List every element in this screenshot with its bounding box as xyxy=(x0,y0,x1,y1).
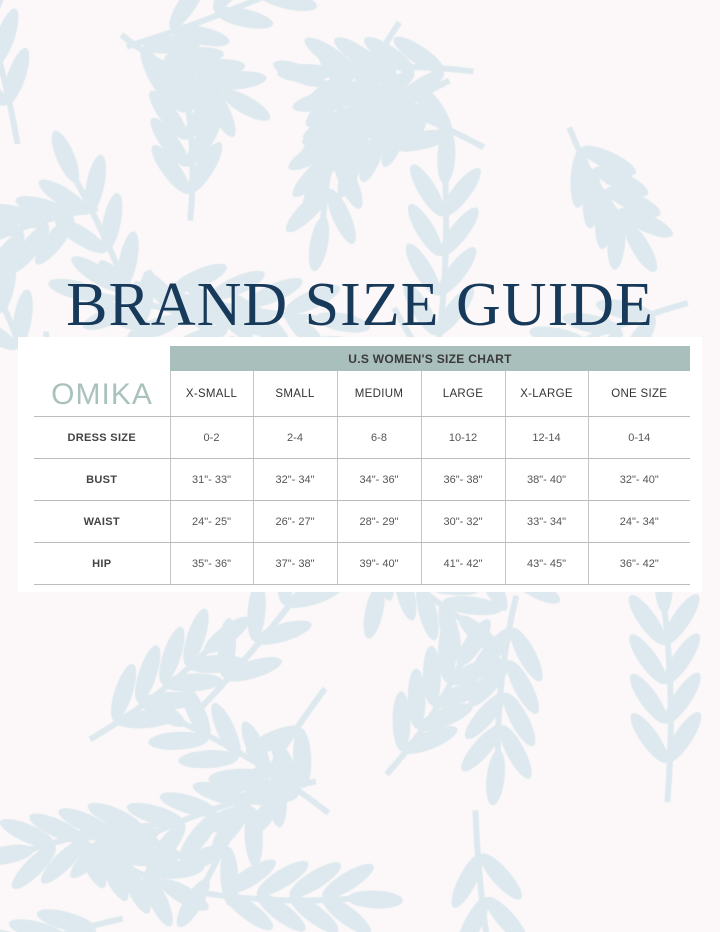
measurement-cell: 34"- 36" xyxy=(336,458,421,501)
table-row: HIP 35"- 36" 37"- 38" 39"- 40" 41"- 42" 43"- … xyxy=(34,542,690,585)
table-row: WAIST 24"- 25" 26"- 27" 28"- 29" 30"- 32" 33"… xyxy=(34,500,690,543)
logo-cell xyxy=(34,371,170,417)
measurement-cell: 43"- 45" xyxy=(504,542,588,585)
measurement-cell: 36"- 42" xyxy=(587,542,690,585)
measurement-cell: 0-2 xyxy=(169,416,253,459)
size-header: X-SMALL xyxy=(169,371,253,417)
row-label: BUST xyxy=(34,458,170,501)
measurement-cell: 33"- 34" xyxy=(504,500,588,543)
table-row: DRESS SIZE 0-2 2-4 6-8 10-12 12-14 0-14 xyxy=(34,416,690,459)
measurement-cell: 28"- 29" xyxy=(336,500,421,543)
size-header: MEDIUM xyxy=(336,371,421,417)
measurement-cell: 2-4 xyxy=(252,416,337,459)
size-header: X-LARGE xyxy=(504,371,588,417)
measurement-cell: 10-12 xyxy=(420,416,505,459)
measurement-cell: 24"- 34" xyxy=(587,500,690,543)
size-header: LARGE xyxy=(420,371,505,417)
measurement-cell: 39"- 40" xyxy=(336,542,421,585)
measurement-cell: 6-8 xyxy=(336,416,421,459)
measurement-cell: 31"- 33" xyxy=(169,458,253,501)
size-header-row: X-SMALL SMALL MEDIUM LARGE X-LARGE ONE SIZE xyxy=(34,371,690,417)
measurement-cell: 30"- 32" xyxy=(420,500,505,543)
row-label: DRESS SIZE xyxy=(34,416,170,459)
size-chart-title: U.S WOMEN'S SIZE CHART xyxy=(170,346,690,371)
measurement-cell: 0-14 xyxy=(587,416,690,459)
measurement-cell: 32"- 40" xyxy=(587,458,690,501)
measurement-cell: 35"- 36" xyxy=(169,542,253,585)
row-label: WAIST xyxy=(34,500,170,543)
measurement-cell: 26"- 27" xyxy=(252,500,337,543)
measurement-cell: 36"- 38" xyxy=(420,458,505,501)
measurement-cell: 12-14 xyxy=(504,416,588,459)
measurement-cell: 24"- 25" xyxy=(169,500,253,543)
page-title: BRAND SIZE GUIDE xyxy=(66,271,654,339)
size-header: SMALL xyxy=(252,371,337,417)
measurement-cell: 37"- 38" xyxy=(252,542,337,585)
size-header: ONE SIZE xyxy=(587,371,690,417)
measurement-cell: 38"- 40" xyxy=(504,458,588,501)
measurement-cell: 32"- 34" xyxy=(252,458,337,501)
table-row: BUST 31"- 33" 32"- 34" 34"- 36" 36"- 38" 38"-… xyxy=(34,458,690,501)
measurement-cell: 41"- 42" xyxy=(420,542,505,585)
size-chart-table: X-SMALL SMALL MEDIUM LARGE X-LARGE ONE SIZE DR… xyxy=(34,371,690,585)
row-label: HIP xyxy=(34,542,170,585)
